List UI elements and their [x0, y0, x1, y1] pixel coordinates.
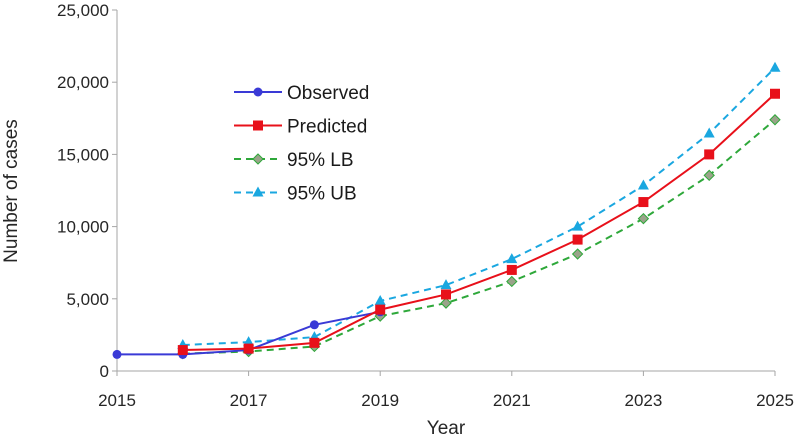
data-point-95-lb [571, 248, 584, 260]
x-tick-label: 2019 [361, 391, 399, 410]
series-95-lb [177, 114, 781, 360]
x-tick-label: 2025 [756, 391, 794, 410]
data-point-95-lb [637, 212, 650, 225]
data-point-95-ub [703, 127, 715, 138]
y-tick-label: 25,000 [57, 1, 109, 20]
data-point-95-lb [440, 297, 452, 309]
data-point-predicted [309, 337, 320, 348]
legend-item-observed: Observed [234, 83, 369, 104]
data-point-predicted [572, 234, 583, 245]
data-point-predicted [441, 289, 451, 300]
data-point-95-ub [572, 220, 584, 231]
data-point-predicted [638, 197, 649, 208]
x-axis-title: Year [427, 418, 466, 438]
series-line-95-ub [182, 67, 776, 347]
y-tick-label: 5,000 [66, 290, 109, 309]
legend-item-predicted: Predicted [234, 117, 367, 138]
legend-label-observed: Observed [287, 83, 369, 104]
data-point-observed [309, 320, 319, 330]
data-point-predicted [770, 88, 780, 99]
x-tick-label: 2015 [98, 391, 136, 410]
legend: Observed Predicted 95% LB 95% UB [234, 83, 369, 205]
data-point-95-lb [506, 275, 518, 288]
series-predicted [177, 88, 780, 356]
legend-label-95-lb: 95% LB [287, 150, 354, 171]
data-point-95-lb [703, 169, 715, 182]
data-point-95-ub [769, 61, 781, 72]
legend-label-95-ub: 95% UB [287, 184, 357, 205]
data-point-predicted [243, 343, 254, 354]
legend-marker-observed [253, 87, 263, 97]
y-tick-label: 0 [100, 362, 109, 381]
y-tick-label: 20,000 [57, 73, 109, 92]
series-95-ub [177, 61, 781, 350]
legend-marker-95-ub [252, 186, 264, 197]
legend-marker-95-lb [252, 153, 264, 165]
legend-label-predicted: Predicted [287, 117, 367, 138]
y-tick-label: 15,000 [57, 145, 109, 164]
data-point-95-lb [769, 114, 781, 126]
series-line-95-lb [182, 118, 776, 355]
legend-item-95-ub: 95% UB [234, 184, 357, 205]
data-point-predicted [506, 264, 517, 275]
legend-marker-predicted [253, 120, 263, 131]
data-point-predicted [704, 149, 715, 160]
series-layer [112, 61, 781, 360]
axes: 0 5,000 10,000 15,000 20,000 25,000 2015 2017 20… [57, 1, 794, 410]
data-point-observed [112, 349, 122, 359]
y-axis-title: Number of cases [1, 119, 22, 263]
y-tick-label: 10,000 [57, 218, 109, 237]
data-point-95-ub [506, 253, 518, 264]
x-tick-label: 2017 [230, 391, 268, 410]
series-line-predicted [182, 93, 776, 352]
legend-item-95-lb: 95% LB [234, 150, 354, 171]
data-point-predicted [177, 345, 188, 356]
data-point-95-ub [440, 279, 452, 290]
data-point-predicted [375, 304, 386, 315]
x-tick-label: 2023 [624, 391, 662, 410]
x-tick-label: 2021 [493, 391, 531, 410]
data-point-95-ub [374, 294, 386, 305]
data-point-95-ub [637, 179, 649, 190]
